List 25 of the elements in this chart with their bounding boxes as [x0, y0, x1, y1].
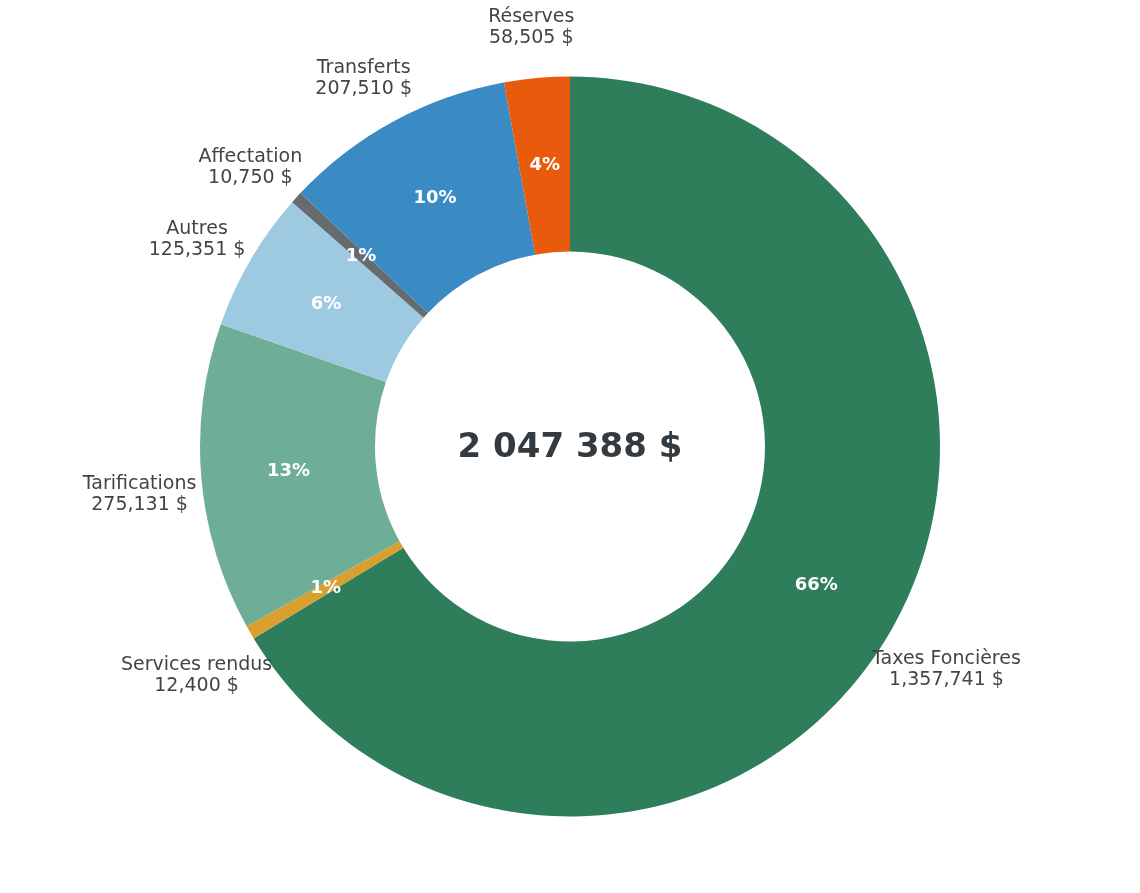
data-label: 12,400 $	[154, 672, 239, 695]
text: 2 047 388 $	[457, 424, 683, 465]
slice-label: Transferts	[315, 54, 411, 77]
text: 4%	[529, 153, 560, 175]
data-label: 125,351 $	[148, 237, 246, 260]
donut-slice	[200, 324, 400, 627]
slice-label: Services rendus	[120, 651, 273, 674]
text: 10%	[413, 186, 457, 208]
data-label: 1,357,741 $	[889, 667, 1004, 690]
text: 13%	[266, 458, 311, 480]
donut-slice	[503, 76, 570, 255]
slice-label: Affectation	[198, 143, 303, 166]
slice-label: Réserves	[488, 4, 575, 27]
slice-label: Tarifications	[81, 471, 197, 494]
data-label: 275,131 $	[91, 492, 188, 515]
data-label: 207,510 $	[315, 75, 413, 98]
text: 1%	[310, 576, 342, 598]
data-label: 10,750 $	[208, 164, 293, 187]
text: 1%	[345, 244, 377, 266]
donut-slice	[246, 541, 404, 639]
text: 6%	[310, 291, 342, 313]
slice-label: Autres	[166, 216, 228, 239]
slice-label: Taxes Foncières	[871, 646, 1021, 669]
text: 66%	[794, 573, 838, 595]
data-label: 58,505 $	[488, 25, 574, 48]
